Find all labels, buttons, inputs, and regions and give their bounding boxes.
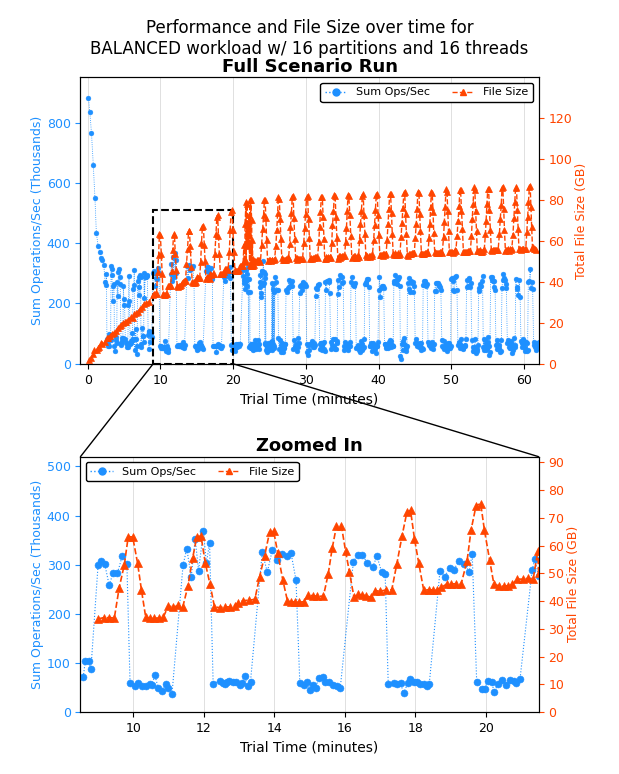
Text: Performance and File Size over time for
BALANCED workload w/ 16 partitions and 1: Performance and File Size over time for … (90, 19, 529, 58)
Sum Ops/Sec (512, 275, 519, 284)
Sum Ops/Sec (406, 273, 413, 283)
File Size (430, 207, 437, 216)
File Size (532, 245, 540, 255)
Sum Ops/Sec (537, 336, 545, 345)
X-axis label: Trial Time (minutes): Trial Time (minutes) (240, 741, 379, 755)
X-axis label: Trial Time (minutes): Trial Time (minutes) (240, 392, 379, 406)
File Size (297, 254, 304, 263)
Legend: Sum Ops/Sec, File Size: Sum Ops/Sec, File Size (86, 462, 298, 481)
Sum Ops/Sec (113, 332, 120, 341)
Legend: Sum Ops/Sec, File Size: Sum Ops/Sec, File Size (321, 83, 533, 102)
Y-axis label: Sum Operations/Sec (Thousands): Sum Operations/Sec (Thousands) (31, 116, 44, 325)
File Size (368, 252, 375, 261)
File Size (85, 356, 93, 365)
Line: Sum Ops/Sec: Sum Ops/Sec (86, 96, 543, 361)
Sum Ops/Sec (368, 346, 376, 355)
Bar (153, 210, 233, 364)
Y-axis label: Total File Size (GB): Total File Size (GB) (575, 163, 588, 279)
Y-axis label: Sum Operations/Sec (Thousands): Sum Operations/Sec (Thousands) (31, 480, 44, 689)
Sum Ops/Sec (85, 94, 92, 103)
File Size (304, 192, 311, 201)
File Size (527, 182, 534, 191)
File Size (344, 207, 351, 216)
Line: File Size: File Size (85, 183, 540, 364)
Title: Full Scenario Run: Full Scenario Run (222, 58, 397, 76)
Sum Ops/Sec (469, 346, 476, 355)
File Size (235, 265, 242, 275)
Title: Zoomed In: Zoomed In (256, 437, 363, 455)
Sum Ops/Sec (462, 341, 469, 351)
Y-axis label: Total File Size (GB): Total File Size (GB) (567, 526, 580, 642)
Sum Ops/Sec (397, 354, 405, 364)
